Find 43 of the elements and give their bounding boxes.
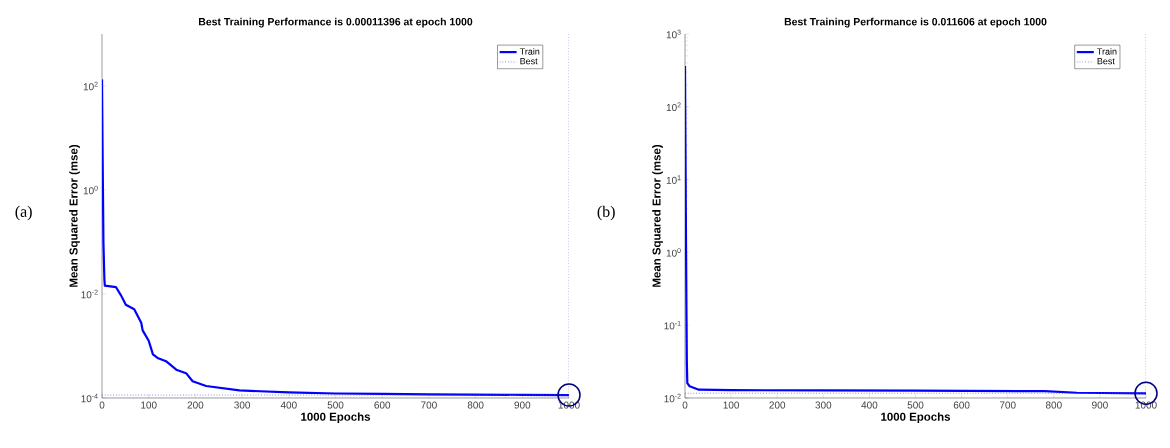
y-axis-title: Mean Squared Error (mse) — [652, 144, 663, 287]
y-tick-label: 10$^{2}$ — [666, 102, 681, 112]
x-tick-label: 700 — [421, 401, 437, 409]
y-tick-label: 10$^{-2}$ — [81, 289, 98, 299]
x-axis-title: 1000 Epochs — [881, 412, 951, 424]
text: (a) — [15, 205, 32, 221]
x-tick-label: 100 — [723, 401, 740, 409]
y-tick-label: 10$^{-1}$ — [664, 320, 681, 330]
x-tick-label: 400 — [861, 401, 878, 409]
y-tick-label: 10$^{3}$ — [666, 29, 681, 39]
x-tick-label: 900 — [1092, 401, 1108, 409]
x-tick-label: 800 — [1045, 401, 1062, 409]
text: (b) — [597, 205, 615, 221]
x-tick-label: 700 — [999, 401, 1016, 409]
x-tick-label: 0 — [99, 401, 105, 409]
x-tick-label: 900 — [514, 401, 531, 409]
y-tick-label: 10$^{0}$ — [83, 185, 98, 195]
chart-title: Best Training Performance is 0.011606 at epoch 1000 — [784, 17, 1047, 28]
x-tick-label: 600 — [374, 401, 391, 409]
y-tick-label: 10$^{-4}$ — [81, 393, 98, 403]
y-tick-label: 10$^{2}$ — [83, 81, 98, 91]
x-tick-label: 0 — [682, 401, 688, 409]
x-tick-label: 500 — [327, 401, 344, 409]
chart-title: Best Training Performance is 0.00011396 at epoch 1000 — [198, 17, 473, 28]
x-tick-label: 300 — [815, 401, 832, 409]
x-tick-label: 500 — [907, 401, 924, 409]
x-tick-label: 300 — [234, 401, 251, 409]
legend-label: Best — [1097, 58, 1115, 65]
y-tick-label: 10$^{0}$ — [666, 248, 681, 257]
x-tick-label: 200 — [187, 401, 204, 409]
legend-label: Best — [520, 58, 538, 65]
y-tick-label: 10$^{-2}$ — [664, 393, 681, 403]
x-tick-label: 800 — [467, 401, 484, 409]
legend-label: Train — [1097, 48, 1117, 55]
x-tick-label: 1000 — [1135, 401, 1157, 409]
legend-label: Train — [519, 48, 540, 55]
x-tick-label: 400 — [280, 401, 297, 409]
x-tick-label: 600 — [953, 401, 970, 409]
y-axis-title: Mean Squared Error (mse) — [69, 144, 80, 287]
y-tick-label: 10$^{1}$ — [666, 175, 681, 184]
x-axis-title: 1000 Epochs — [301, 412, 371, 424]
x-tick-label: 100 — [141, 401, 157, 409]
x-tick-label: 200 — [769, 401, 786, 409]
